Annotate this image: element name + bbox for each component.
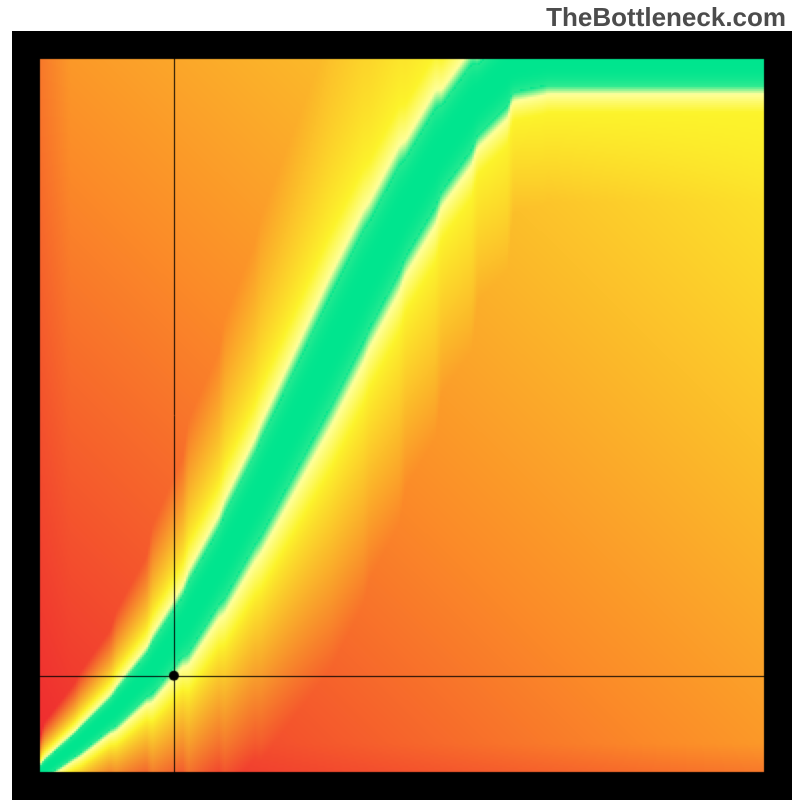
source-watermark: TheBottleneck.com	[546, 2, 786, 33]
heatmap-canvas	[12, 31, 792, 800]
heatmap-chart	[12, 31, 792, 800]
